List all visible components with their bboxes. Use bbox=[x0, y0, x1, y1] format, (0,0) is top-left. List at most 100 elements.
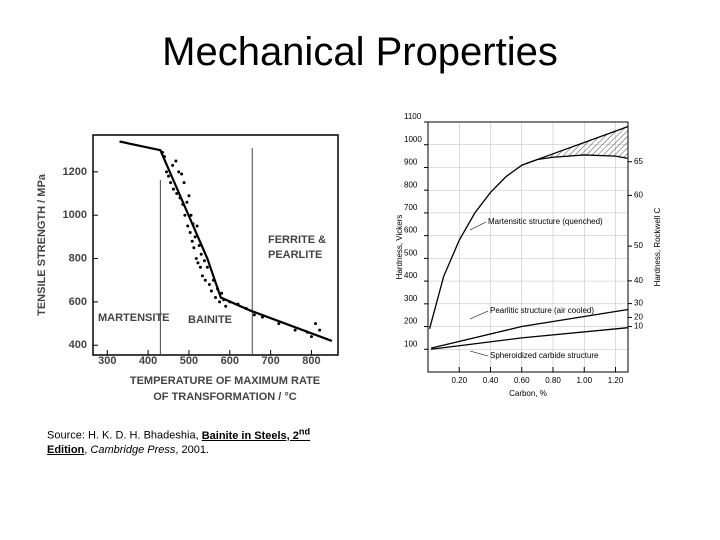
x-tick-label: 0.20 bbox=[451, 376, 467, 385]
curve-label: Pearlitic structure (air cooled) bbox=[490, 306, 594, 315]
y-tick-label: 1200 bbox=[63, 166, 87, 178]
data-point bbox=[277, 322, 281, 326]
data-point bbox=[197, 244, 201, 248]
x-axis-label: Carbon, % bbox=[509, 389, 547, 398]
data-point bbox=[160, 150, 164, 154]
y-axis-label: Hardness, Vickers bbox=[395, 215, 404, 280]
x-tick-label: 300 bbox=[98, 355, 116, 367]
leader-line bbox=[469, 221, 487, 231]
book-edition: Edition bbox=[47, 443, 85, 456]
data-point bbox=[195, 224, 199, 228]
data-point bbox=[216, 287, 220, 291]
source-lead: Source: H. K. D. H. Bhadeshia, bbox=[47, 429, 199, 442]
data-point bbox=[318, 328, 322, 332]
y-tick-label: 100 bbox=[404, 339, 418, 348]
y-tick-label: 800 bbox=[404, 180, 418, 189]
data-point bbox=[189, 213, 193, 217]
data-point bbox=[309, 335, 313, 339]
region-label: MARTENSITE bbox=[98, 312, 170, 324]
source-year: , 2001. bbox=[175, 443, 210, 456]
y-tick-label: 1000 bbox=[404, 135, 422, 144]
data-point bbox=[209, 289, 213, 293]
data-point bbox=[207, 283, 211, 287]
data-point bbox=[252, 313, 256, 317]
data-point bbox=[196, 261, 200, 265]
data-point bbox=[220, 291, 224, 295]
x-tick-label: 600 bbox=[221, 355, 239, 367]
x-tick-label: 0.60 bbox=[514, 376, 530, 385]
y2-axis-label: Hardness, Rockwell C bbox=[653, 207, 662, 286]
data-point bbox=[165, 170, 168, 174]
data-point bbox=[178, 196, 182, 200]
data-point bbox=[314, 322, 318, 326]
data-point bbox=[244, 306, 248, 310]
data-point bbox=[183, 213, 187, 217]
y-tick-label: 700 bbox=[404, 203, 418, 212]
x-tick-label: 0.40 bbox=[483, 376, 499, 385]
book-title: Bainite in Steels, 2nd Edition bbox=[47, 426, 310, 456]
data-point bbox=[182, 181, 186, 185]
data-point bbox=[202, 259, 206, 263]
x-tick-label: 1.20 bbox=[608, 376, 624, 385]
data-point bbox=[205, 265, 209, 269]
y2-tick-label: 65 bbox=[634, 157, 643, 166]
plot-frame bbox=[92, 134, 339, 356]
data-point bbox=[198, 265, 202, 269]
data-point bbox=[187, 194, 191, 198]
data-point bbox=[211, 278, 215, 282]
data-point bbox=[203, 278, 207, 282]
data-point bbox=[200, 274, 204, 278]
y-tick-label: 300 bbox=[404, 294, 418, 303]
data-point bbox=[171, 163, 175, 167]
data-point bbox=[293, 328, 297, 332]
data-point bbox=[190, 239, 194, 243]
y2-tick-label: 30 bbox=[634, 299, 643, 308]
data-point bbox=[218, 300, 222, 304]
data-point bbox=[171, 187, 175, 191]
data-point bbox=[194, 257, 198, 261]
y-tick-label: 400 bbox=[404, 271, 418, 280]
y-tick-label: 600 bbox=[404, 226, 418, 235]
y-tick-label: 900 bbox=[404, 158, 418, 167]
data-point bbox=[228, 300, 232, 304]
data-point bbox=[305, 330, 309, 334]
curve bbox=[431, 327, 629, 350]
x-tick-label: 0.80 bbox=[545, 376, 561, 385]
x-tick-label: 800 bbox=[302, 355, 320, 367]
data-point bbox=[260, 315, 264, 319]
y-tick-label: 800 bbox=[69, 252, 87, 264]
region-label: PEARLITE bbox=[268, 249, 322, 261]
x-tick-label: 500 bbox=[180, 355, 198, 367]
book-name: Bainite in Steels, 2 bbox=[201, 429, 299, 442]
slide-title: Mechanical Properties bbox=[162, 30, 558, 74]
data-point bbox=[185, 200, 189, 204]
data-point bbox=[191, 222, 195, 226]
y-tick-label: 1100 bbox=[404, 112, 422, 121]
y2-tick-label: 20 bbox=[634, 313, 643, 322]
data-point bbox=[193, 235, 197, 239]
data-point bbox=[167, 174, 171, 178]
y-tick-label: 200 bbox=[404, 317, 418, 326]
data-point bbox=[236, 302, 240, 306]
data-point bbox=[180, 172, 184, 176]
region-label: BAINITE bbox=[188, 314, 232, 326]
y-tick-label: 400 bbox=[69, 339, 87, 351]
curve bbox=[430, 308, 629, 349]
data-point bbox=[175, 192, 179, 196]
data-point bbox=[222, 298, 226, 302]
plot-frame bbox=[427, 121, 629, 373]
data-point bbox=[186, 224, 190, 228]
y-tick-label: 1000 bbox=[63, 209, 87, 221]
y-tick-label: 500 bbox=[404, 248, 418, 257]
data-point bbox=[174, 159, 178, 163]
leader-line bbox=[469, 310, 489, 320]
book-sup: nd bbox=[298, 426, 311, 436]
data-point bbox=[214, 296, 217, 300]
region-label: FERRITE & bbox=[268, 234, 326, 246]
data-point bbox=[188, 231, 192, 235]
curve bbox=[119, 140, 333, 342]
data-point bbox=[162, 155, 166, 159]
y-tick-label: 600 bbox=[69, 296, 87, 308]
